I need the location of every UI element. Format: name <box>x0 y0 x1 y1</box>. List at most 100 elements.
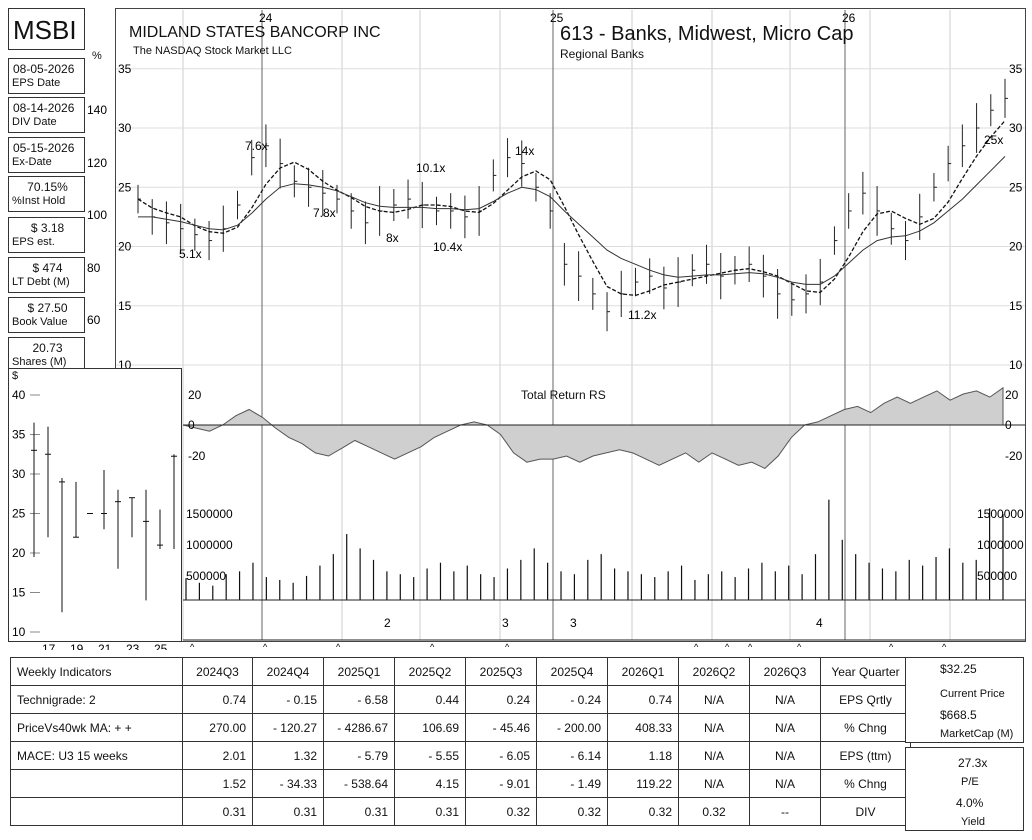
indicator-metric: EPS Qrtly <box>820 685 911 714</box>
rs-area <box>182 386 1004 469</box>
sidebar-stat-label: Shares (M) <box>12 356 67 368</box>
indicators-row: PriceVs40wk MA: + +270.00- 120.27- 4286.… <box>10 713 911 742</box>
event-marker: 3 <box>570 616 577 630</box>
indicator-value: 0.32 <box>536 797 608 826</box>
pe-ratio-label: 11.2x <box>628 308 656 322</box>
indicator-value: 0.32 <box>678 797 750 826</box>
indicator-value: N/A <box>678 741 750 770</box>
indicator-label: MACE: U3 15 weeks <box>10 741 183 770</box>
event-marker: 2 <box>384 616 391 630</box>
indicators-column-header: 2024Q4 <box>252 657 324 686</box>
short-moving-average-line <box>137 120 1006 297</box>
ticker-symbol: MSBI <box>13 15 77 45</box>
yield-label: Yield <box>961 816 986 828</box>
year-marker: 25 <box>550 11 564 25</box>
indicator-value: 1.32 <box>252 741 324 770</box>
indicator-value: N/A <box>749 741 821 770</box>
indicator-value: N/A <box>678 685 750 714</box>
event-marker: 3 <box>502 616 509 630</box>
indicator-metric: DIV <box>820 797 911 826</box>
price-summary-box: $32.25 Current Price $668.5 MarketCap (M… <box>905 657 1024 743</box>
sidebar-stat-label: Ex-Date <box>12 156 52 168</box>
sidebar-stat: 20.73 Shares (M) <box>8 337 85 373</box>
pe-ratio-label: 25x <box>984 133 1003 147</box>
sidebar-stat: 08-14-2026 DIV Date <box>8 97 85 133</box>
indicator-value: - 120.27 <box>252 713 324 742</box>
indicator-label: Technigrade: 2 <box>10 685 183 714</box>
indicators-column-header: Year Quarter <box>820 657 911 686</box>
indicator-value: 270.00 <box>182 713 253 742</box>
sidebar-stat-label: EPS est. <box>12 236 55 248</box>
market-cap-value: $668.5 <box>940 708 977 722</box>
pct-axis-tick: 120 <box>87 156 107 170</box>
sidebar-stat-value: $ 474 <box>32 261 63 275</box>
valuation-summary-box: 27.3x P/E 4.0% Yield <box>905 747 1024 831</box>
annual-chart-frame <box>8 368 182 642</box>
indicator-metric: EPS (ttm) <box>820 741 911 770</box>
caret-marker: ^ <box>190 642 195 652</box>
indicators-column-header: 2026Q2 <box>678 657 750 686</box>
annual-range-chart: 40 35 30 25 20 15 10 17 19 21 23 25 <box>12 388 177 650</box>
indicators-row: MACE: U3 15 weeks 2.01 1.32- 5.79- 5.55- 6… <box>10 741 911 770</box>
price-axis-tick-left: 20 <box>118 240 132 254</box>
indicator-value: - 6.14 <box>536 741 608 770</box>
volume-axis-tick-right: 1500000 <box>977 507 1024 521</box>
pe-ratio-label: 10.1x <box>416 161 445 175</box>
caret-marker: ^ <box>430 642 435 652</box>
pe-ratio-label: 5.1x <box>179 247 202 261</box>
annual-axis-tick: 30 <box>12 467 26 481</box>
indicator-value: N/A <box>678 769 750 798</box>
indicators-column-header: 2025Q2 <box>394 657 466 686</box>
indicator-value: - 0.15 <box>252 685 324 714</box>
caret-marker: ^ <box>694 642 699 652</box>
indicator-value: 2.01 <box>182 741 253 770</box>
indicator-value: 1.52 <box>182 769 253 798</box>
indicator-value: - 1.49 <box>536 769 608 798</box>
indicator-value: 0.32 <box>465 797 537 826</box>
indicator-value: 106.69 <box>394 713 466 742</box>
indicator-label <box>10 769 183 798</box>
indicators-column-header: 2026Q1 <box>607 657 679 686</box>
indicator-label <box>10 797 183 826</box>
annual-currency-label: $ <box>12 370 19 382</box>
annual-axis-tick: 20 <box>12 546 26 560</box>
indicator-value: 0.24 <box>465 685 537 714</box>
indicators-column-header: 2024Q3 <box>182 657 253 686</box>
annual-x-tick: 23 <box>126 642 140 650</box>
industry-subtitle: Regional Banks <box>560 47 645 61</box>
indicators-column-header: 2025Q1 <box>323 657 395 686</box>
annual-axis-tick: 40 <box>12 388 26 402</box>
indicators-column-header: 2026Q3 <box>749 657 821 686</box>
indicator-value: 0.74 <box>607 685 679 714</box>
price-axis-tick-right: 30 <box>1009 121 1023 135</box>
pe-label: P/E <box>961 776 979 788</box>
indicator-value: - 5.79 <box>323 741 395 770</box>
rs-axis-tick-left: 20 <box>188 388 202 402</box>
caret-marker: ^ <box>797 642 802 652</box>
pe-value: 27.3x <box>958 756 988 770</box>
pct-axis-tick: 140 <box>87 103 107 117</box>
pe-ratio-label: 10.4x <box>433 240 462 254</box>
sidebar-stat-value: 70.15% <box>27 180 68 194</box>
rs-axis-tick-right: 0 <box>1005 418 1012 432</box>
current-price-label: Current Price <box>940 688 1005 700</box>
caret-marker: ^ <box>748 642 753 652</box>
indicator-value: N/A <box>749 769 821 798</box>
indicators-column-header: 2025Q3 <box>465 657 537 686</box>
volume-axis-tick-left: 1000000 <box>186 538 233 552</box>
pct-axis-tick: 60 <box>87 313 101 327</box>
event-marker: 4 <box>816 616 823 630</box>
sidebar-stat-value: 05-15-2026 <box>13 141 75 155</box>
weekly-indicators-table: Weekly Indicators 2024Q3 2024Q4 2025Q1 2025Q… <box>10 657 911 826</box>
price-axis-tick-left: 35 <box>118 62 132 76</box>
volume-axis-tick-right: 1000000 <box>977 538 1024 552</box>
price-axis-tick-right: 20 <box>1009 240 1023 254</box>
main-chart-frame <box>115 8 1026 642</box>
annual-x-tick: 17 <box>42 642 56 650</box>
current-price-value: $32.25 <box>940 662 977 676</box>
rs-title: Total Return RS <box>521 388 606 402</box>
volume-axis-tick-left: 1500000 <box>186 507 233 521</box>
pe-ratio-label: 8x <box>386 231 399 245</box>
sidebar-stat-label: LT Debt (M) <box>12 276 70 288</box>
sidebar-stat-label: DIV Date <box>12 116 57 128</box>
